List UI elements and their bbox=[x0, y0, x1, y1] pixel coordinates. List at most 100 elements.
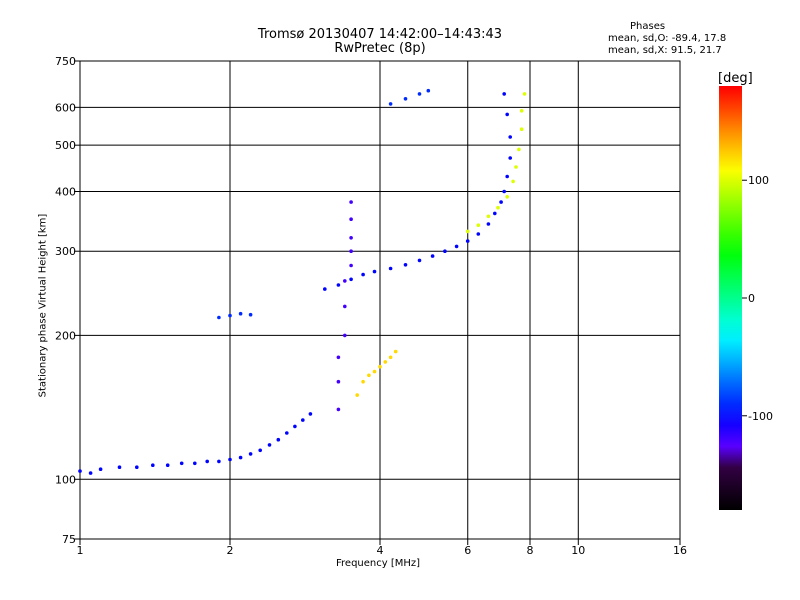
data-point bbox=[343, 333, 347, 338]
data-point bbox=[336, 379, 341, 384]
data-point bbox=[465, 239, 470, 243]
data-point bbox=[349, 236, 353, 240]
data-point bbox=[117, 465, 122, 470]
data-point bbox=[248, 312, 253, 317]
data-point bbox=[454, 244, 459, 249]
data-point bbox=[217, 315, 221, 320]
data-point bbox=[505, 195, 510, 199]
data-point bbox=[522, 92, 527, 96]
data-point bbox=[511, 179, 515, 184]
phases-heading: Phases bbox=[630, 21, 666, 32]
x-tick-label: 8 bbox=[527, 544, 534, 557]
x-tick-label: 1 bbox=[77, 544, 84, 557]
colorbar-tick-label: 0 bbox=[748, 292, 755, 305]
data-point bbox=[476, 223, 481, 227]
data-point bbox=[135, 465, 139, 470]
data-point bbox=[465, 229, 470, 234]
data-point bbox=[417, 92, 422, 96]
y-tick-label: 100 bbox=[55, 473, 76, 486]
data-point bbox=[336, 283, 341, 287]
data-point bbox=[519, 127, 524, 131]
data-point bbox=[417, 258, 422, 263]
y-tick-label: 500 bbox=[55, 139, 76, 152]
data-point bbox=[228, 457, 232, 462]
data-point bbox=[151, 463, 155, 468]
y-tick-label: 400 bbox=[55, 185, 76, 198]
x-tick-label: 4 bbox=[377, 544, 384, 557]
data-point bbox=[248, 452, 253, 456]
data-point bbox=[165, 463, 170, 468]
data-point bbox=[508, 135, 512, 139]
x-tick-label: 2 bbox=[227, 544, 234, 557]
data-point bbox=[98, 467, 103, 472]
data-point bbox=[285, 431, 289, 435]
data-point bbox=[88, 471, 93, 475]
data-point bbox=[426, 88, 431, 93]
data-point bbox=[493, 211, 497, 216]
data-point bbox=[361, 272, 365, 277]
x-tick-label: 10 bbox=[571, 544, 585, 557]
data-point bbox=[293, 424, 297, 429]
data-point bbox=[388, 102, 393, 106]
y-tick-label: 600 bbox=[55, 101, 76, 114]
y-axis-label: Stationary phase Virtual Height [km] bbox=[37, 213, 49, 398]
x-tick-label: 6 bbox=[464, 544, 471, 557]
data-point bbox=[367, 373, 371, 378]
data-point bbox=[238, 455, 243, 460]
x-axis-label: Frequency [MHz] bbox=[336, 558, 421, 569]
data-point bbox=[517, 147, 521, 152]
data-point bbox=[267, 443, 272, 447]
data-point bbox=[486, 214, 491, 219]
data-point bbox=[519, 109, 524, 113]
plot-subtitle: RwPretec (8p) bbox=[334, 41, 426, 56]
data-point bbox=[349, 277, 353, 282]
data-point bbox=[343, 304, 347, 309]
data-point bbox=[349, 249, 353, 253]
data-point bbox=[336, 407, 341, 412]
phases-mean-o: mean, sd,O: -89.4, 17.8 bbox=[608, 33, 727, 44]
phases-mean-x: mean, sd,X: 91.5, 21.7 bbox=[608, 45, 722, 56]
data-point bbox=[349, 217, 353, 221]
data-point bbox=[355, 393, 360, 397]
data-point bbox=[443, 249, 447, 253]
data-point bbox=[336, 355, 341, 360]
data-point bbox=[430, 254, 435, 258]
data-point bbox=[372, 369, 377, 374]
y-tick-label: 750 bbox=[55, 55, 76, 68]
x-tick-label: 16 bbox=[673, 544, 687, 557]
data-point bbox=[505, 112, 510, 117]
data-point bbox=[343, 279, 347, 283]
data-point bbox=[403, 263, 408, 267]
data-point bbox=[403, 97, 408, 101]
data-point bbox=[323, 287, 327, 291]
data-point bbox=[372, 269, 377, 274]
data-point bbox=[238, 311, 243, 316]
data-point bbox=[349, 200, 353, 204]
data-point bbox=[258, 448, 263, 453]
data-point bbox=[78, 469, 82, 473]
colorbar-tick-label: 100 bbox=[748, 174, 769, 187]
plot-title: Tromsø 20130407 14:42:00–14:43:43 bbox=[257, 27, 503, 42]
data-point bbox=[361, 379, 365, 384]
data-point bbox=[217, 459, 221, 464]
data-point bbox=[308, 412, 313, 416]
data-point bbox=[383, 360, 388, 364]
colorbar-unit-label: [deg] bbox=[718, 71, 753, 86]
data-point bbox=[476, 232, 481, 236]
data-point bbox=[496, 205, 500, 210]
data-point bbox=[514, 165, 518, 169]
data-point bbox=[393, 349, 398, 354]
data-point bbox=[502, 92, 507, 96]
data-point bbox=[378, 364, 382, 369]
colorbar bbox=[719, 86, 742, 510]
data-point bbox=[508, 156, 512, 160]
data-point bbox=[502, 189, 507, 194]
y-tick-label: 75 bbox=[62, 533, 76, 546]
data-point bbox=[499, 200, 503, 204]
data-point bbox=[179, 461, 184, 466]
data-point bbox=[205, 459, 209, 464]
data-point bbox=[228, 313, 232, 318]
data-point bbox=[505, 174, 510, 179]
colorbar-tick-label: -100 bbox=[748, 410, 773, 423]
